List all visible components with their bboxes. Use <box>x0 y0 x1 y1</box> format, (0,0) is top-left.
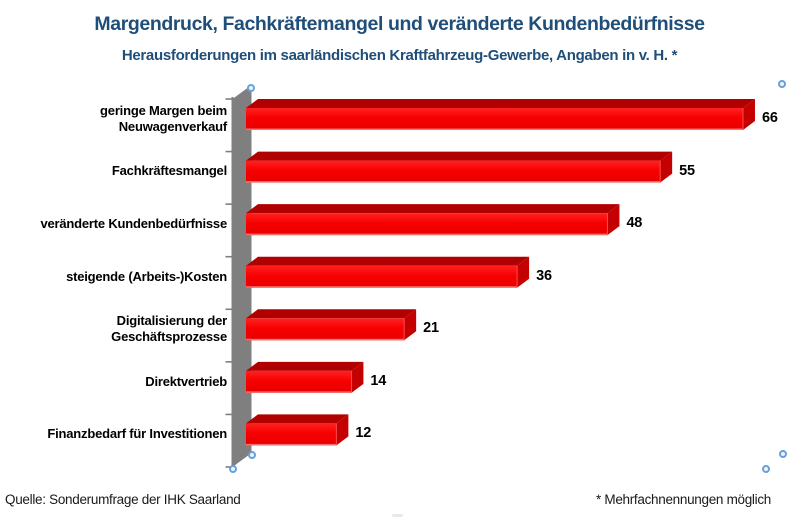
bar-1[interactable] <box>246 151 673 183</box>
chart-title: Margendruck, Fachkräftemangel und veränd… <box>94 13 705 35</box>
bar-front-face <box>246 318 405 341</box>
value-label-1: 55 <box>679 162 695 179</box>
bar-front-face <box>246 108 743 130</box>
bar-bottom-highlight <box>246 338 405 341</box>
bar-top-face <box>246 256 530 266</box>
value-label-6: 12 <box>355 425 372 442</box>
category-label-5: Direktvertrieb <box>145 373 227 389</box>
value-label-2: 48 <box>626 215 643 232</box>
bar-top-face <box>246 204 620 214</box>
category-label-4: Digitalisierung der Geschäftsprozesse <box>111 313 227 345</box>
selection-handle[interactable] <box>778 80 786 88</box>
bar-front-face <box>246 265 518 288</box>
bar-end-face <box>404 309 417 341</box>
bar-front-face <box>246 423 337 446</box>
bar-end-face <box>351 361 364 393</box>
bar-5[interactable] <box>246 361 364 393</box>
artifact-dash <box>392 514 403 517</box>
selection-handle[interactable] <box>247 84 255 92</box>
bar-top-face <box>246 151 673 161</box>
bar-end-face <box>660 151 673 183</box>
source-note: Quelle: Sonderumfrage der IHK Saarland <box>5 492 241 507</box>
bar-2[interactable] <box>246 204 620 236</box>
selection-handle[interactable] <box>248 451 256 459</box>
bar-bottom-highlight <box>246 233 608 236</box>
footnote: * Mehrfachnennungen möglich <box>595 492 771 507</box>
category-label-2: veränderte Kundenbedürfnisse <box>40 216 227 232</box>
selection-handle[interactable] <box>229 465 237 473</box>
bar-4[interactable] <box>246 309 417 341</box>
value-label-4: 21 <box>423 320 439 337</box>
bar-end-face <box>517 256 530 288</box>
bar-end-face <box>607 204 620 236</box>
bar-top-face <box>246 414 349 424</box>
bar-end-face <box>336 414 349 446</box>
bar-0[interactable] <box>246 99 755 130</box>
value-label-3: 36 <box>536 267 552 284</box>
bar-3[interactable] <box>246 256 530 288</box>
bar-bottom-highlight <box>246 181 661 183</box>
value-label-5: 14 <box>370 372 387 389</box>
selection-handle[interactable] <box>779 450 787 458</box>
bar-top-face <box>246 361 364 371</box>
bar-bottom-highlight <box>246 443 337 446</box>
category-label-6: Finanzbedarf für Investitionen <box>47 426 227 442</box>
bar-series[interactable] <box>246 99 755 446</box>
chart-subtitle: Herausforderungen im saarländischen Kraf… <box>121 47 678 64</box>
category-label-0: geringe Margen beim Neuwagenverkauf <box>100 102 227 134</box>
bar-front-face <box>246 370 352 393</box>
selection-handle[interactable] <box>762 465 770 473</box>
bar-bottom-highlight <box>246 391 352 393</box>
bar-bottom-highlight <box>246 286 518 288</box>
bar-bottom-highlight <box>246 128 743 130</box>
bar-6[interactable] <box>246 414 349 446</box>
bar-front-face <box>246 213 608 236</box>
bar-end-face <box>742 99 755 130</box>
category-label-1: Fachkräftesmangel <box>111 163 227 179</box>
bar-top-face <box>246 309 417 319</box>
bar-top-face <box>246 99 755 108</box>
value-label-0: 66 <box>761 110 778 126</box>
bar-front-face <box>246 160 661 183</box>
category-label-3: steigende (Arbeits-)Kosten <box>66 268 227 284</box>
